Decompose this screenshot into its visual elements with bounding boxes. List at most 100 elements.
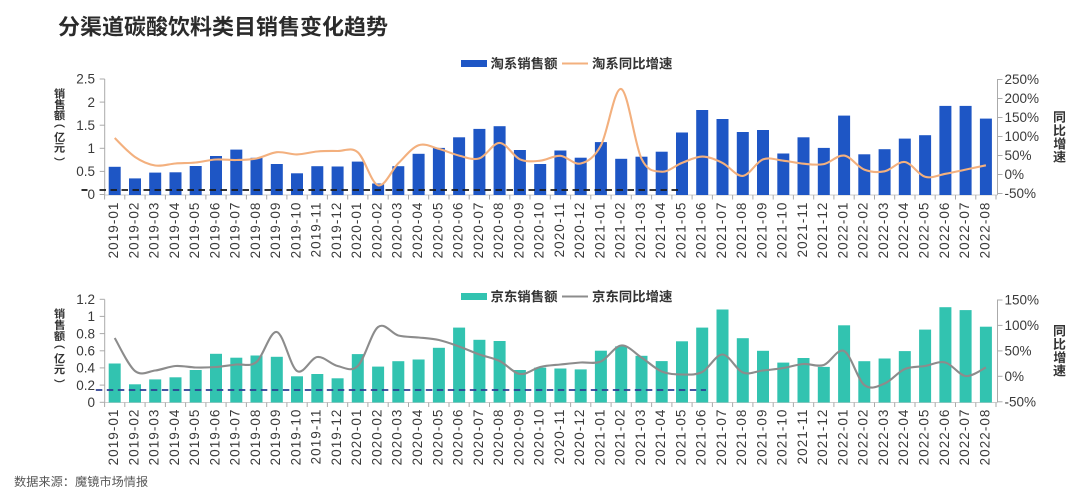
svg-text:0.4: 0.4 xyxy=(76,361,95,376)
svg-text:2022-07: 2022-07 xyxy=(957,202,972,259)
svg-text:0: 0 xyxy=(87,187,95,202)
svg-text:2020-02: 2020-02 xyxy=(370,202,385,259)
svg-text:2020-04: 2020-04 xyxy=(410,409,425,466)
svg-text:0%: 0% xyxy=(1005,369,1025,384)
svg-text:2021-02: 2021-02 xyxy=(613,409,628,466)
svg-text:2021-12: 2021-12 xyxy=(815,202,830,259)
svg-text:2022-04: 2022-04 xyxy=(896,202,911,259)
svg-text:-50%: -50% xyxy=(1005,186,1037,201)
svg-text:2021-08: 2021-08 xyxy=(734,202,749,259)
svg-text:2021-05: 2021-05 xyxy=(673,202,688,259)
svg-text:2021-10: 2021-10 xyxy=(775,409,790,466)
svg-text:0.5: 0.5 xyxy=(76,164,95,179)
svg-text:2021-07: 2021-07 xyxy=(714,202,729,259)
svg-text:2019-12: 2019-12 xyxy=(329,202,344,259)
svg-text:2021-09: 2021-09 xyxy=(754,202,769,259)
svg-text:2021-06: 2021-06 xyxy=(694,409,709,466)
svg-text:0%: 0% xyxy=(1005,167,1025,182)
svg-text:2021-02: 2021-02 xyxy=(613,202,628,259)
svg-text:2019-01: 2019-01 xyxy=(106,409,121,466)
svg-text:2019-11: 2019-11 xyxy=(309,409,324,465)
svg-text:2019-05: 2019-05 xyxy=(187,202,202,259)
svg-text:2020-12: 2020-12 xyxy=(572,409,587,466)
svg-text:2019-09: 2019-09 xyxy=(268,202,283,259)
svg-text:2020-08: 2020-08 xyxy=(491,202,506,259)
svg-text:2020-02: 2020-02 xyxy=(370,409,385,466)
svg-text:2019-09: 2019-09 xyxy=(268,409,283,466)
svg-text:2022-05: 2022-05 xyxy=(917,202,932,259)
svg-text:2021-11: 2021-11 xyxy=(795,202,810,258)
svg-text:2020-07: 2020-07 xyxy=(471,202,486,259)
svg-text:2022-01: 2022-01 xyxy=(836,202,851,259)
svg-text:2019-02: 2019-02 xyxy=(126,202,141,259)
svg-text:2022-08: 2022-08 xyxy=(977,409,992,466)
svg-text:2020-11: 2020-11 xyxy=(552,202,567,258)
svg-text:2022-05: 2022-05 xyxy=(917,409,932,466)
svg-text:2021-01: 2021-01 xyxy=(592,202,607,259)
svg-text:2020-10: 2020-10 xyxy=(532,202,547,259)
svg-text:2021-10: 2021-10 xyxy=(775,202,790,259)
svg-text:2021-09: 2021-09 xyxy=(754,409,769,466)
svg-text:2019-08: 2019-08 xyxy=(248,202,263,259)
svg-text:2021-12: 2021-12 xyxy=(815,409,830,466)
svg-text:2020-05: 2020-05 xyxy=(430,409,445,466)
svg-text:2021-04: 2021-04 xyxy=(653,409,668,466)
svg-text:150%: 150% xyxy=(1005,110,1040,125)
svg-text:2019-03: 2019-03 xyxy=(147,202,162,259)
svg-text:1: 1 xyxy=(87,309,95,324)
svg-text:2: 2 xyxy=(87,95,95,110)
svg-text:2019-04: 2019-04 xyxy=(167,409,182,466)
svg-text:2022-02: 2022-02 xyxy=(856,409,871,466)
svg-text:100%: 100% xyxy=(1005,318,1040,333)
svg-text:2021-07: 2021-07 xyxy=(714,409,729,466)
svg-text:2019-02: 2019-02 xyxy=(126,409,141,466)
svg-text:2022-03: 2022-03 xyxy=(876,202,891,259)
svg-text:50%: 50% xyxy=(1005,148,1032,163)
svg-text:2020-07: 2020-07 xyxy=(471,409,486,466)
svg-text:2020-06: 2020-06 xyxy=(451,409,466,466)
svg-text:2021-03: 2021-03 xyxy=(633,409,648,466)
svg-text:2021-03: 2021-03 xyxy=(633,202,648,259)
svg-text:50%: 50% xyxy=(1005,344,1032,359)
svg-text:2020-09: 2020-09 xyxy=(511,409,526,466)
svg-text:200%: 200% xyxy=(1005,91,1040,106)
svg-text:2019-04: 2019-04 xyxy=(167,202,182,259)
svg-text:250%: 250% xyxy=(1005,72,1040,87)
svg-text:2020-11: 2020-11 xyxy=(552,409,567,465)
svg-text:2021-06: 2021-06 xyxy=(694,202,709,259)
svg-text:2021-11: 2021-11 xyxy=(795,409,810,465)
svg-text:2022-04: 2022-04 xyxy=(896,409,911,466)
svg-text:2022-06: 2022-06 xyxy=(937,409,952,466)
svg-text:2021-01: 2021-01 xyxy=(592,409,607,466)
svg-text:2019-10: 2019-10 xyxy=(288,409,303,466)
svg-text:2022-01: 2022-01 xyxy=(836,409,851,466)
svg-text:2019-01: 2019-01 xyxy=(106,202,121,259)
svg-text:2022-07: 2022-07 xyxy=(957,409,972,466)
svg-text:2021-04: 2021-04 xyxy=(653,202,668,259)
svg-text:100%: 100% xyxy=(1005,129,1040,144)
svg-text:2020-01: 2020-01 xyxy=(349,409,364,466)
svg-text:2020-04: 2020-04 xyxy=(410,202,425,259)
svg-text:2020-12: 2020-12 xyxy=(572,202,587,259)
svg-text:2.5: 2.5 xyxy=(76,72,95,87)
svg-text:2019-07: 2019-07 xyxy=(228,409,243,466)
svg-text:2019-07: 2019-07 xyxy=(228,202,243,259)
svg-text:2019-03: 2019-03 xyxy=(147,409,162,466)
svg-text:2021-05: 2021-05 xyxy=(673,409,688,466)
svg-text:2019-11: 2019-11 xyxy=(309,202,324,258)
svg-text:2020-03: 2020-03 xyxy=(390,409,405,466)
svg-text:0.8: 0.8 xyxy=(76,326,95,341)
svg-text:1: 1 xyxy=(87,141,95,156)
svg-text:2019-06: 2019-06 xyxy=(207,409,222,466)
svg-text:2020-03: 2020-03 xyxy=(390,202,405,259)
svg-text:2020-10: 2020-10 xyxy=(532,409,547,466)
svg-text:1.5: 1.5 xyxy=(76,118,95,133)
svg-text:0: 0 xyxy=(87,395,95,410)
svg-text:2022-06: 2022-06 xyxy=(937,202,952,259)
svg-text:2019-08: 2019-08 xyxy=(248,409,263,466)
svg-text:2019-10: 2019-10 xyxy=(288,202,303,259)
svg-text:2022-02: 2022-02 xyxy=(856,202,871,259)
svg-text:2019-06: 2019-06 xyxy=(207,202,222,259)
svg-text:150%: 150% xyxy=(1005,293,1040,308)
svg-text:2020-01: 2020-01 xyxy=(349,202,364,259)
